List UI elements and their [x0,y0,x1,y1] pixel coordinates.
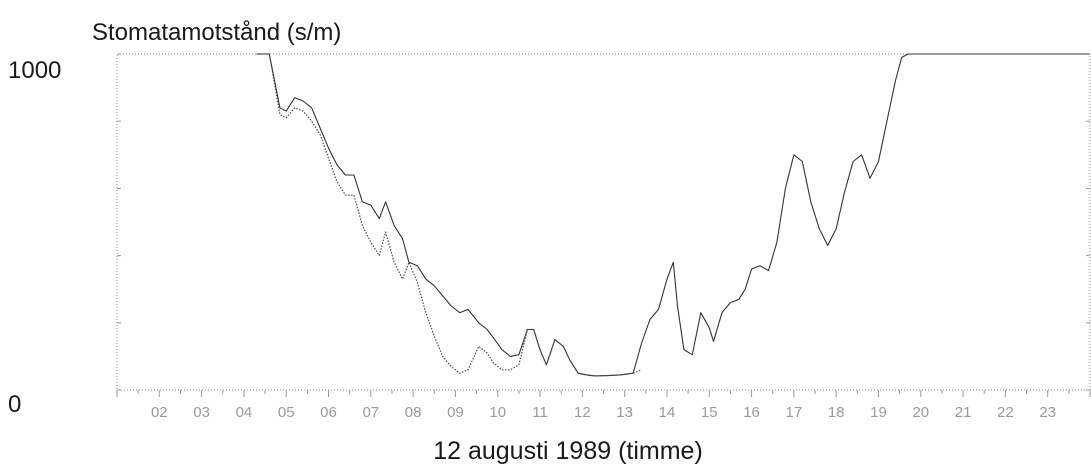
y-tick-label: 0 [8,391,21,418]
x-tick-label: 22 [997,404,1014,421]
x-tick-label: 06 [320,404,337,421]
x-tick-label: 17 [786,404,803,421]
x-tick-label: 03 [193,404,210,421]
data-series [256,53,1090,377]
x-tick-label: 05 [278,404,295,421]
x-tick-label: 11 [532,404,548,421]
dotted-series-line [256,53,642,377]
x-tick-label: 16 [743,404,760,421]
x-axis-label: 12 augusti 1989 (timme) [433,437,703,465]
y-tick-labels: 1000 0 [8,57,61,418]
x-tick-label: 10 [489,404,506,421]
x-tick-labels: 02 03 04 05 06 07 08 09 10 11 12 13 14 15 16 17 18 19 20 21… [151,404,1056,421]
x-tick-label: 21 [955,404,972,421]
x-tick-label: 04 [236,404,253,421]
x-tick-label: 19 [870,404,887,421]
x-tick-label: 12 [574,404,591,421]
y-tick-label: 1000 [8,57,61,84]
solid-series-line [256,53,1090,377]
x-tick-label: 02 [151,404,168,421]
x-tick-label: 20 [912,404,929,421]
x-tick-label: 14 [659,404,676,421]
x-tick-label: 18 [828,404,845,421]
x-tick-label: 15 [701,404,718,421]
x-tick-label: 13 [616,404,633,421]
x-tick-label: 07 [362,404,379,421]
y-axis-label: Stomatamotstånd (s/m) [92,19,341,46]
x-tick-label: 08 [405,404,422,421]
x-tick-label: 23 [1039,404,1056,421]
x-tick-label: 09 [447,404,464,421]
plot-frame-border [116,53,1091,391]
plot-frame [116,53,1091,397]
